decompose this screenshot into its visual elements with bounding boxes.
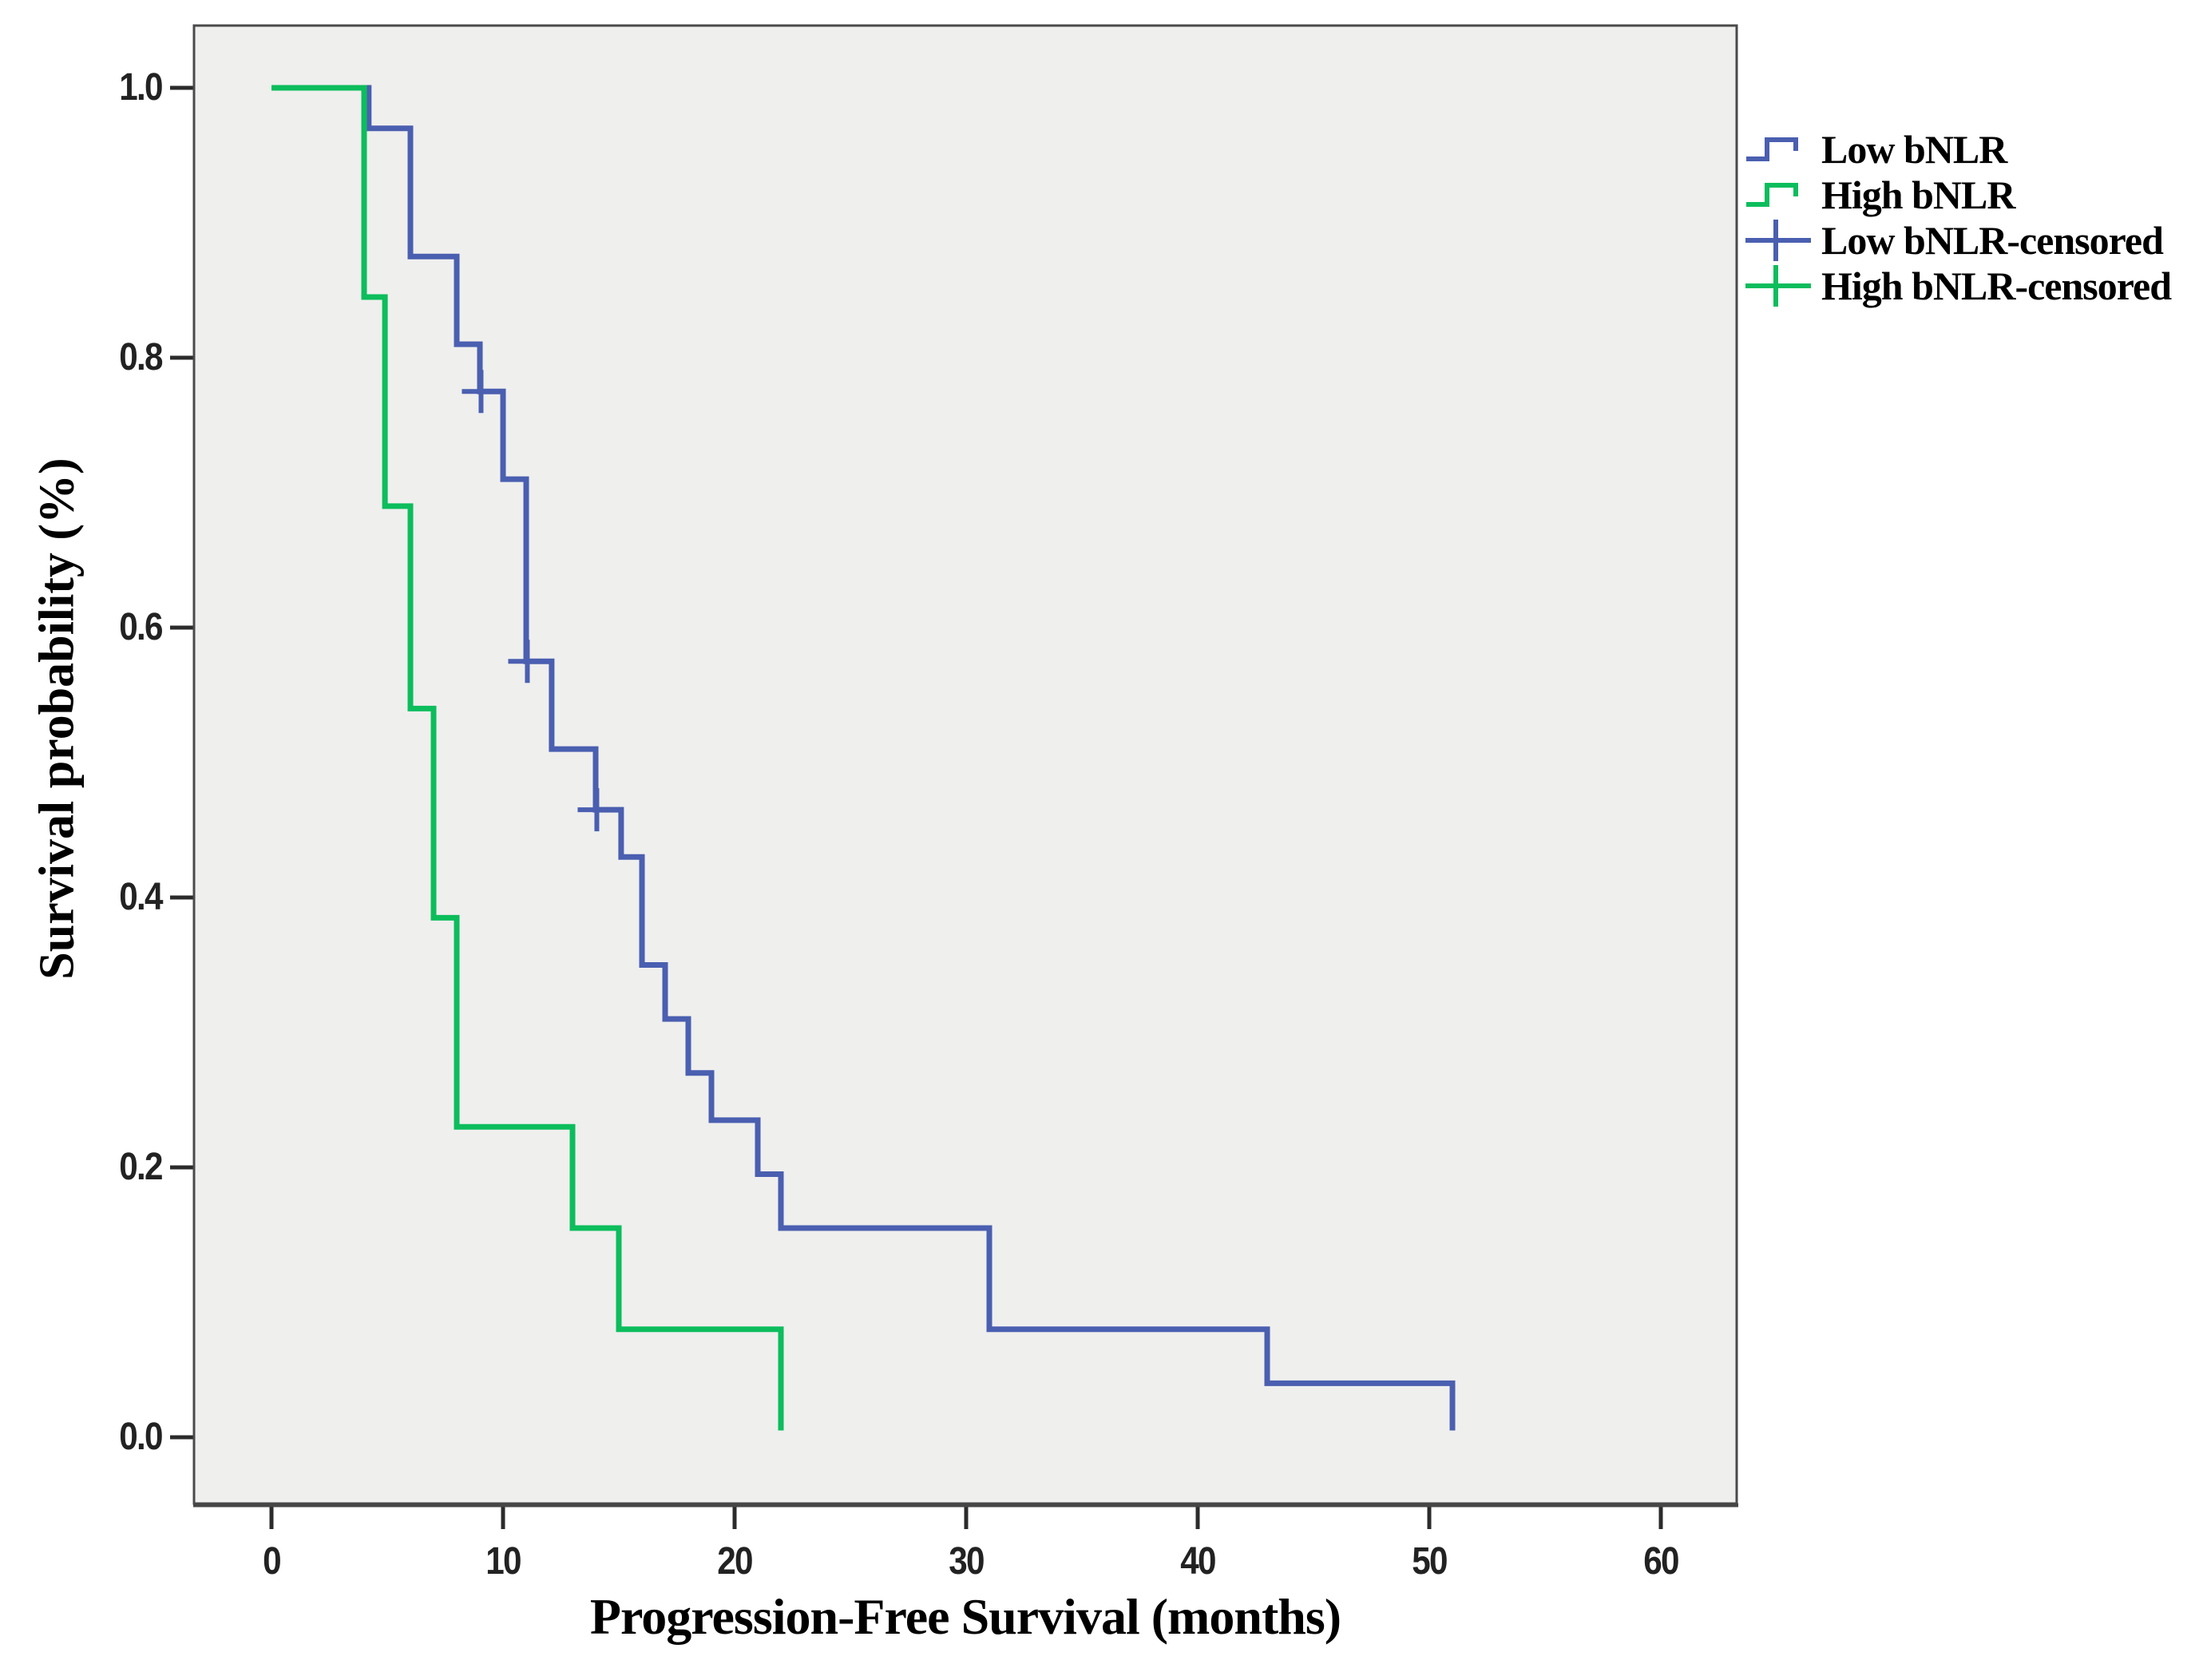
legend-censored-plus-icon (1745, 220, 1811, 261)
y-tick-label: 0.4 (119, 876, 164, 918)
legend-label: Low bNLR (1821, 126, 2007, 172)
survival-curve-high-bnlr (271, 85, 784, 1431)
plot-area (194, 26, 1737, 1504)
x-tick-label: 30 (949, 1540, 985, 1583)
legend-item: High bNLR-censored (1743, 263, 2172, 308)
y-tick-label: 0.8 (119, 336, 164, 378)
legend: Low bNLR High bNLR Low bNLR-censored High b… (1743, 126, 2172, 308)
x-tick-label: 60 (1643, 1540, 1679, 1583)
legend-step-line-icon (1746, 183, 1798, 207)
y-tick-label: 0.0 (119, 1416, 164, 1458)
legend-item: Low bNLR-censored (1743, 217, 2171, 263)
y-axis-title: Survival probability (%) (30, 458, 85, 980)
y-tick-label: 0.6 (119, 606, 164, 648)
x-tick-label: 10 (485, 1540, 521, 1583)
x-tick-label: 20 (717, 1540, 753, 1583)
survival-curve-low-bnlr (271, 85, 1456, 1431)
x-axis-title: Progression-Free Survival (months) (589, 1588, 1341, 1645)
legend-step-line-icon (1746, 137, 1798, 161)
x-tick-label: 0 (263, 1540, 281, 1583)
legend-label: High bNLR (1821, 172, 2015, 217)
x-tick-label: 40 (1180, 1540, 1216, 1583)
y-tick-label: 0.2 (119, 1146, 164, 1188)
legend-censored-plus-icon (1745, 265, 1811, 307)
legend-item: Low bNLR (1743, 126, 2171, 172)
legend-label: Low bNLR-censored (1821, 217, 2164, 263)
y-tick-label: 1.0 (119, 66, 164, 109)
legend-label: High bNLR-censored (1821, 263, 2172, 308)
legend-item: High bNLR (1743, 172, 2171, 217)
x-tick-label: 50 (1412, 1540, 1448, 1583)
